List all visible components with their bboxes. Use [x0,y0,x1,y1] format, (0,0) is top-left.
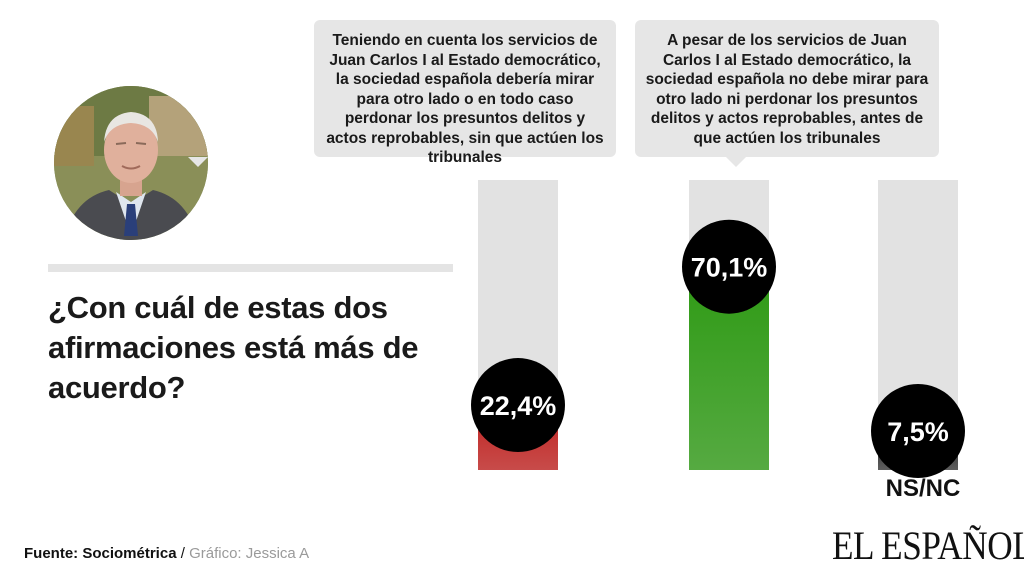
value-badge [471,358,565,453]
survey-question: ¿Con cuál de estas dos afirmaciones está… [48,290,419,405]
footer-source: Fuente: Sociométrica / Gráfico: Jessica … [24,545,309,562]
statement-text-forgive: Teniendo en cuenta los servicios de Juan… [326,32,604,166]
bubble-tail [188,157,208,167]
category-label-nsnc: NS/NC [885,475,961,502]
value-badge [871,384,965,478]
bubble-tail [726,157,746,167]
value-label: 70,1% [691,253,768,283]
credit-text: Gráfico: Jessica A [189,545,310,562]
statement-bubble-forgive: Teniendo en cuenta los servicios de Juan… [188,20,616,167]
value-label: 22,4% [480,391,557,421]
statement-text-no-forgive: A pesar de los servicios de Juan Carlos … [645,32,929,147]
statement-bubble-no-forgive: A pesar de los servicios de Juan Carlos … [635,20,939,167]
el-espanol-logo: EL ESPAÑOL [832,523,1024,568]
title-divider [48,264,453,272]
footer-separator: / [176,545,190,562]
source-text: Fuente: Sociométrica [24,545,177,562]
value-label: 7,5% [887,417,949,447]
value-badge [682,219,776,314]
